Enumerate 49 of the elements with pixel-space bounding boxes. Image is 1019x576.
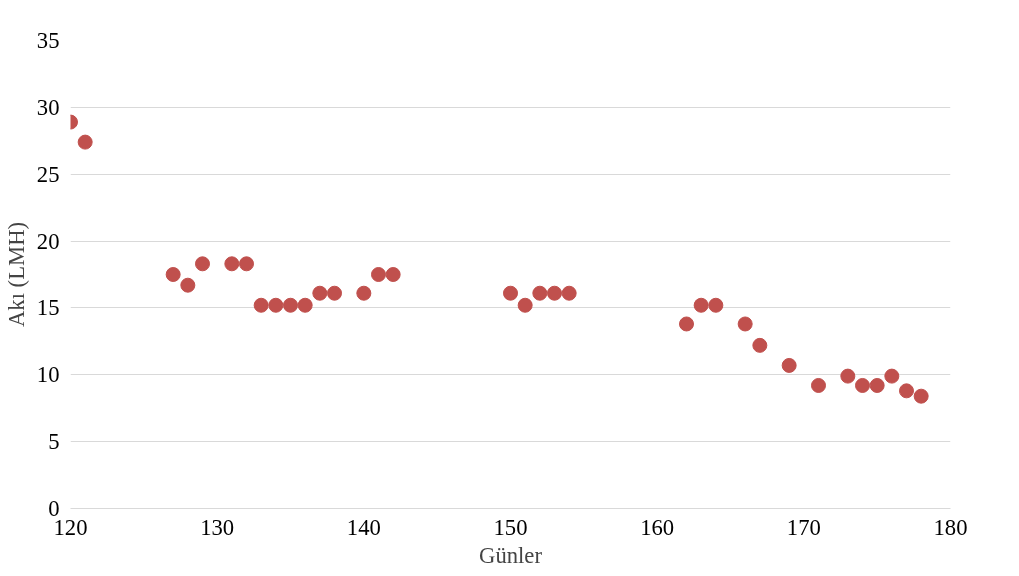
y-tick-label: 0 [48,496,60,521]
point [532,285,548,301]
point [356,285,372,301]
point [371,267,386,282]
point [268,297,284,313]
point [195,256,210,272]
point [693,297,709,313]
point [708,297,724,313]
point [679,316,694,332]
point [547,285,562,301]
point [180,277,196,293]
point [913,388,929,404]
point [884,368,900,384]
point [385,267,401,282]
x-tick-label: 160 [640,514,675,540]
x-tick-label: 130 [200,514,235,540]
y-axis-title: Akı (LMH) [3,221,29,328]
point [297,297,313,313]
y-tick-label: 25 [36,161,60,187]
y-tick-label: 15 [36,295,60,321]
x-tick-label: 140 [346,514,381,540]
point [855,378,870,393]
point [239,256,254,272]
point [165,267,181,282]
point [327,285,342,301]
point [283,297,298,313]
y-tick-label: 30 [36,94,60,120]
x-axis-title: Günler [479,542,543,568]
point [312,285,328,301]
point [899,383,914,399]
point [840,368,856,384]
point [517,297,533,313]
point [737,316,753,332]
x-tick-label: 170 [786,514,821,540]
point [781,357,797,373]
y-tick-label: 5 [48,429,60,455]
point [752,337,768,353]
point [869,378,885,393]
x-tick-label: 180 [933,514,968,540]
x-tick-label: 150 [493,514,528,540]
point [77,134,93,150]
point [253,297,269,313]
y-tick-label: 35 [36,28,60,53]
y-tick-label: 20 [36,228,60,254]
point [561,285,577,301]
point [503,285,518,301]
y-tick-label: 10 [36,362,60,388]
point [811,378,826,393]
point [224,256,240,272]
